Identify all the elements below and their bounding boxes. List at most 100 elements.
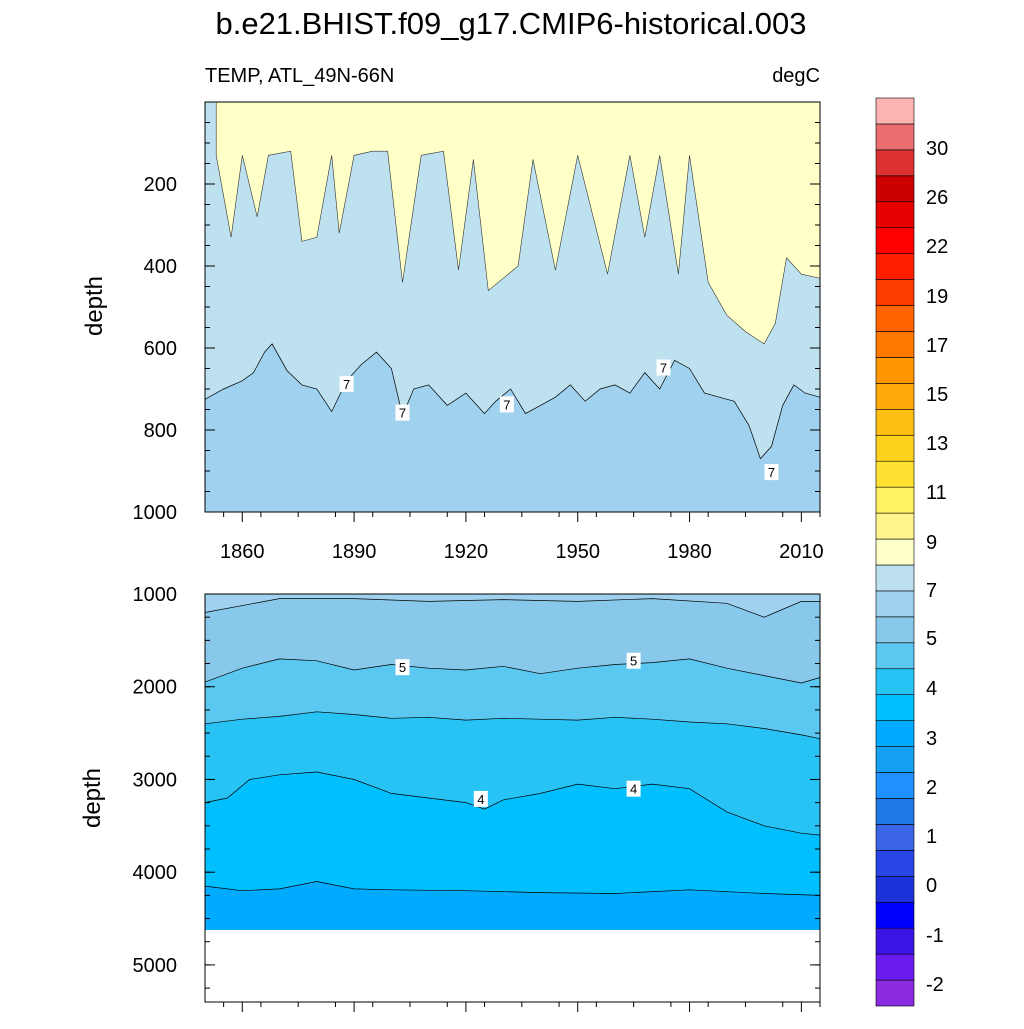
contour-label: 7 xyxy=(399,406,406,421)
upper-xtick-label: 2010 xyxy=(779,541,824,563)
contour-label-group: 7 xyxy=(656,359,671,376)
contour-label-box xyxy=(626,652,641,669)
contour-label-group: 4 xyxy=(473,790,488,807)
contour-label-box xyxy=(764,464,779,481)
colorbar-swatch xyxy=(875,227,915,254)
colorbar-label: 26 xyxy=(926,187,948,209)
upper-panel: 7 7 7 7 7 200 400 600 800 1000 1860 1890 1920 1950 198… xyxy=(133,101,824,563)
colorbar-label: 7 xyxy=(926,580,937,602)
colorbar-label: 19 xyxy=(926,286,948,308)
colorbar-label: 2 xyxy=(926,777,937,799)
contour-label-box xyxy=(395,659,410,676)
colorbar-label: -2 xyxy=(926,974,944,996)
upper-xtick-label: 1980 xyxy=(667,541,712,563)
colorbar-swatch xyxy=(875,564,915,592)
colorbar-swatch xyxy=(875,331,915,358)
colorbar-label: 1 xyxy=(926,826,937,848)
colorbar-swatch xyxy=(875,746,915,773)
lower-ytick-label: 4000 xyxy=(133,862,178,884)
upper-xtick-label: 1860 xyxy=(220,541,265,563)
colorbar-swatch xyxy=(875,512,915,540)
lower-contour-line xyxy=(204,881,821,896)
colorbar-swatch xyxy=(875,875,915,903)
colorbar-swatch xyxy=(875,850,915,877)
colorbar-swatch xyxy=(875,772,915,799)
colorbar-swatch xyxy=(875,383,915,410)
colorbar-swatch xyxy=(875,486,915,514)
upper-ytick-label: 600 xyxy=(144,338,177,360)
contour-line-7 xyxy=(204,343,821,460)
colorbar-label: 17 xyxy=(926,335,948,357)
colorbar-swatch xyxy=(875,616,915,644)
contour-label: 7 xyxy=(503,397,510,412)
upper-xtick-label: 1950 xyxy=(555,541,600,563)
lower-contour-line xyxy=(204,658,821,684)
contour-label-group: 7 xyxy=(339,375,354,392)
contour-label: 4 xyxy=(477,792,484,807)
contour-label: 5 xyxy=(399,660,406,675)
colorbar-swatch xyxy=(875,123,915,151)
colorbar-swatch xyxy=(875,668,915,695)
colorbar-swatch xyxy=(875,927,915,955)
upper-band-9-11 xyxy=(205,101,821,345)
upper-ylabel: depth xyxy=(81,276,108,336)
contour-label-box xyxy=(499,396,514,413)
contour-label-group: 5 xyxy=(626,652,641,669)
colorbar-label: 0 xyxy=(926,875,937,897)
colorbar-swatch xyxy=(875,901,915,929)
colorbar-swatch xyxy=(875,149,915,177)
colorbar-swatch xyxy=(875,642,915,670)
colorbar-label: 5 xyxy=(926,628,937,650)
colorbar-swatch xyxy=(875,279,915,306)
colorbar-label: 3 xyxy=(926,728,937,750)
colorbar-swatch xyxy=(875,798,915,825)
upper-ytick-label: 800 xyxy=(144,420,177,442)
upper-xtick-label: 1920 xyxy=(444,541,489,563)
colorbar-swatch xyxy=(875,305,915,332)
lower-contour-line xyxy=(204,711,821,740)
upper-ytick-label: 1000 xyxy=(133,502,178,524)
lower-frame xyxy=(204,593,821,1003)
colorbar-swatch xyxy=(875,979,915,1007)
colorbar-label: 13 xyxy=(926,433,948,455)
colorbar-swatch xyxy=(875,460,915,488)
contour-label-group: 5 xyxy=(395,659,410,676)
contour-label-group: 7 xyxy=(764,464,779,481)
upper-ytick-label: 400 xyxy=(144,256,177,278)
colorbar-swatch xyxy=(875,538,915,566)
contour-label-box xyxy=(395,404,410,421)
colorbar-label: 9 xyxy=(926,532,937,554)
colorbar-swatch xyxy=(875,434,915,462)
colorbar: -2 -1 0 1 2 3 4 5 7 9 11 13 15 17 19 22 26 30 xyxy=(875,97,948,1007)
contour-label-group: 7 xyxy=(395,404,410,421)
colorbar-label: -1 xyxy=(926,925,944,947)
lower-ylabel: depth xyxy=(79,768,106,828)
upper-ytick-label: 200 xyxy=(144,174,177,196)
contour-label-group: 7 xyxy=(499,396,514,413)
contour-label: 7 xyxy=(660,361,667,376)
lower-ytick-label: 5000 xyxy=(133,955,178,977)
contour-label: 7 xyxy=(343,377,350,392)
contour-label: 5 xyxy=(630,654,637,669)
colorbar-swatch xyxy=(875,694,915,721)
chart-subtitle-left: TEMP, ATL_49N-66N xyxy=(205,65,394,87)
contour-label-box xyxy=(473,790,488,807)
upper-xtick-label: 1890 xyxy=(332,541,377,563)
contour-label-group: 4 xyxy=(626,780,641,797)
lower-ytick-label: 1000 xyxy=(133,584,178,606)
chart-subtitle-right: degC xyxy=(772,65,820,87)
colorbar-label: 4 xyxy=(926,678,937,700)
lower-contour-line xyxy=(204,771,821,836)
colorbar-swatch xyxy=(875,720,915,747)
contour-label: 4 xyxy=(630,782,637,797)
lower-panel: 5 5 4 4 1000 2000 3000 4000 5000 xyxy=(133,584,821,1012)
colorbar-swatch xyxy=(875,590,915,618)
lower-ytick-label: 3000 xyxy=(133,769,178,791)
colorbar-label: 30 xyxy=(926,138,948,160)
colorbar-swatch xyxy=(875,409,915,436)
colorbar-swatch xyxy=(875,201,915,229)
contour-label: 7 xyxy=(768,465,775,480)
lower-ytick-label: 2000 xyxy=(133,677,178,699)
